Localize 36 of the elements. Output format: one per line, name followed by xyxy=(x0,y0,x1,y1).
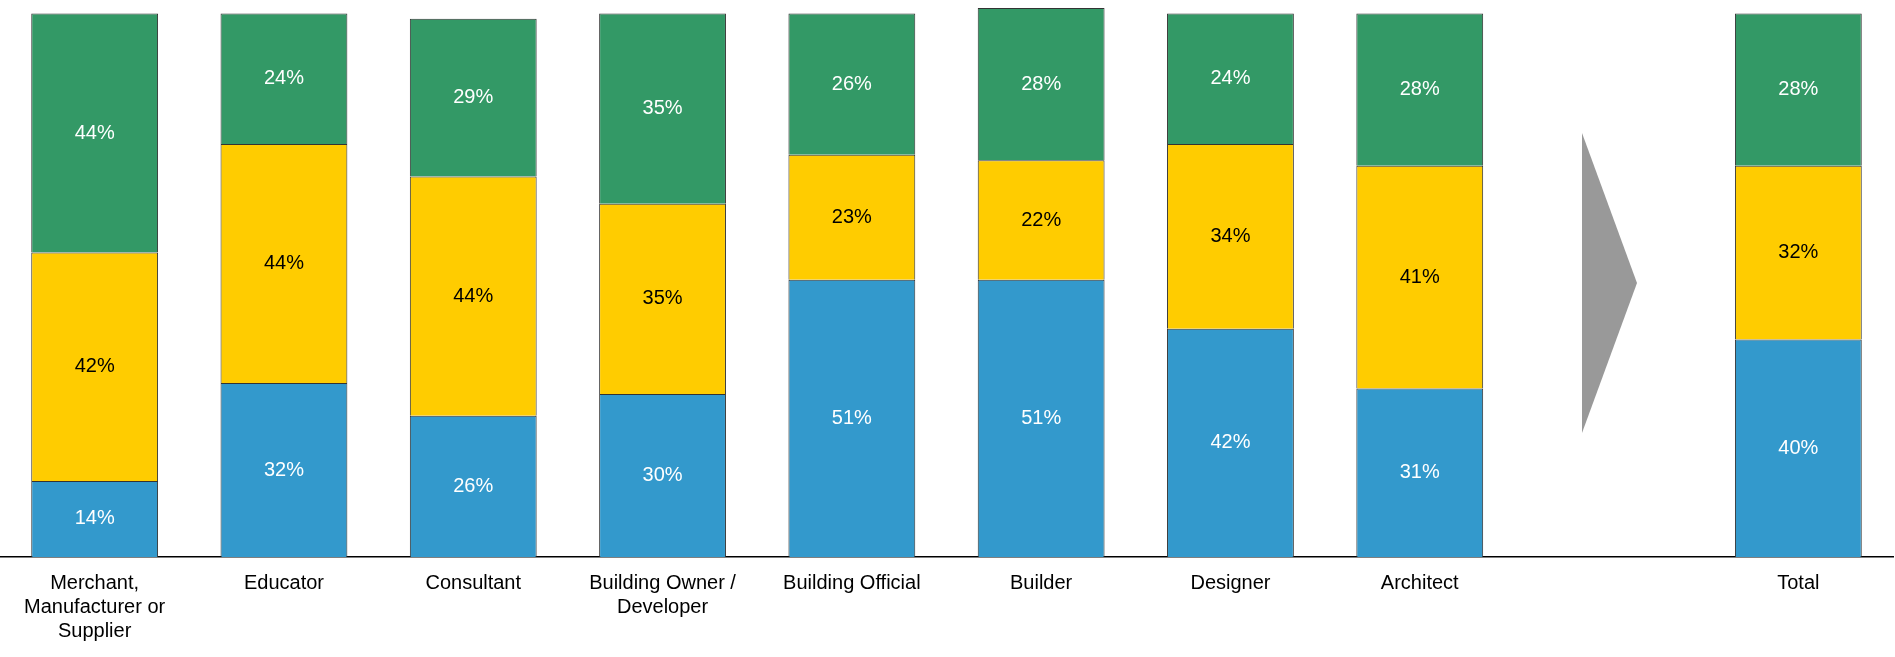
x-tick-label: Educator xyxy=(243,570,325,593)
data-label: 14% xyxy=(74,506,115,529)
data-label: 35% xyxy=(642,96,683,119)
data-label: 23% xyxy=(831,204,873,227)
data-label: 24% xyxy=(1210,66,1251,89)
data-label: 35% xyxy=(642,286,683,309)
data-label: 28% xyxy=(1021,71,1062,94)
x-tick-label: Building Owner / Developer xyxy=(589,570,737,617)
x-tick-label: Designer xyxy=(1190,570,1271,593)
x-tick-label: Building Official xyxy=(783,570,921,593)
data-label: 29% xyxy=(453,85,494,108)
x-tick-label: Total xyxy=(1777,570,1820,593)
x-tick-label: Merchant, Manufacturer or Supplier xyxy=(24,570,166,641)
data-label: 34% xyxy=(1210,223,1251,246)
data-label: 51% xyxy=(831,405,873,428)
data-label: 28% xyxy=(1399,77,1440,100)
x-tick-label: Builder xyxy=(1010,570,1073,593)
x-tick-label: Consultant xyxy=(425,570,522,593)
data-label: 22% xyxy=(1021,207,1062,230)
data-label: 26% xyxy=(453,473,494,496)
data-label: 44% xyxy=(453,283,494,306)
data-label: 26% xyxy=(831,71,873,94)
data-label: 31% xyxy=(1399,460,1440,483)
data-label: 42% xyxy=(74,354,115,377)
data-label: 40% xyxy=(1778,435,1819,458)
data-label: 41% xyxy=(1399,264,1440,287)
data-label: 30% xyxy=(642,462,683,485)
x-tick-label: Architect xyxy=(1380,570,1460,593)
data-label: 44% xyxy=(263,250,305,273)
data-label: 24% xyxy=(263,66,305,89)
data-label: 51% xyxy=(1021,405,1062,428)
data-label: 42% xyxy=(1210,430,1251,453)
data-label: 28% xyxy=(1778,77,1819,100)
data-label: 44% xyxy=(74,120,115,143)
data-label: 32% xyxy=(263,457,305,480)
data-label: 32% xyxy=(1778,240,1819,263)
